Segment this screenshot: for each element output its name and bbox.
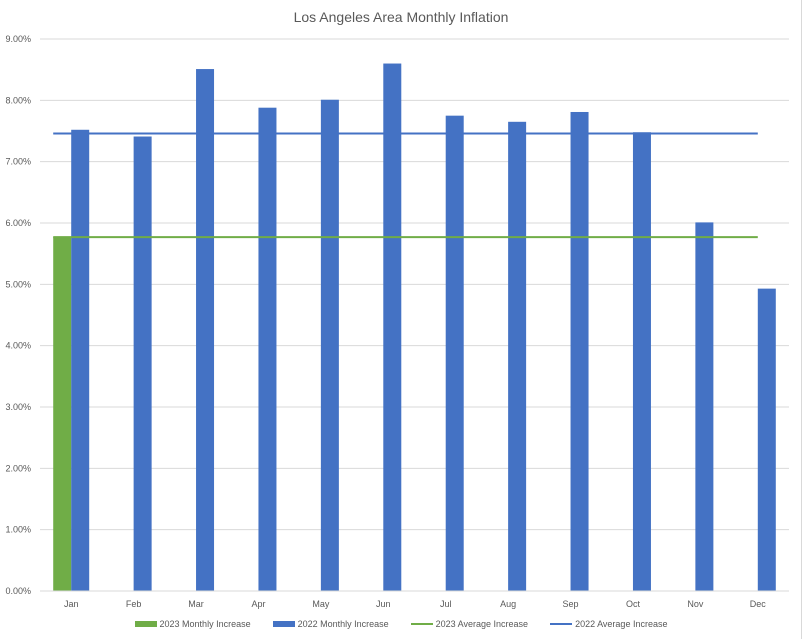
bar xyxy=(508,121,527,592)
x-tick-label: May xyxy=(312,599,330,609)
legend-item-2022-monthly: 2022 Monthly Increase xyxy=(272,619,389,629)
bar xyxy=(196,69,215,591)
legend-item-2023-monthly: 2023 Monthly Increase xyxy=(134,619,251,629)
x-tick-label: Mar xyxy=(188,599,204,609)
chart-legend: 2023 Monthly Increase 2022 Monthly Incre… xyxy=(0,619,802,629)
bar xyxy=(570,111,589,591)
legend-swatch-2023-monthly xyxy=(134,621,157,627)
legend-swatch-2022-monthly xyxy=(272,621,295,627)
y-tick-label: 8.00% xyxy=(5,95,31,105)
y-tick-label: 9.00% xyxy=(5,34,31,44)
legend-label-2023-average: 2023 Average Increase xyxy=(435,619,529,629)
legend-swatch-2022-average xyxy=(550,623,573,625)
bar xyxy=(383,63,402,592)
legend-label-2022-average: 2022 Average Increase xyxy=(575,619,668,629)
x-tick-label: Sep xyxy=(563,599,579,609)
bar xyxy=(53,237,72,591)
bar xyxy=(695,222,714,592)
chart-title: Los Angeles Area Monthly Inflation xyxy=(293,9,509,25)
bar xyxy=(320,99,339,591)
y-tick-label: 4.00% xyxy=(5,341,31,351)
bar xyxy=(258,107,277,592)
y-tick-label: 0.00% xyxy=(5,586,31,596)
x-tick-label: Jan xyxy=(64,599,79,609)
y-tick-label: 7.00% xyxy=(5,157,31,167)
x-tick-label: Aug xyxy=(500,599,516,609)
y-tick-label: 1.00% xyxy=(5,525,31,535)
x-tick-label: Apr xyxy=(251,599,265,609)
x-tick-label: Oct xyxy=(626,599,641,609)
legend-label-2022-monthly: 2022 Monthly Increase xyxy=(297,619,389,629)
legend-item-2023-average: 2023 Average Increase xyxy=(410,619,529,629)
x-tick-label: Nov xyxy=(687,599,704,609)
bar xyxy=(632,132,651,591)
bar xyxy=(445,115,464,592)
bar xyxy=(71,129,90,592)
bar xyxy=(757,288,776,591)
x-tick-label: Feb xyxy=(126,599,142,609)
y-tick-label: 5.00% xyxy=(5,279,31,289)
legend-label-2023-monthly: 2023 Monthly Increase xyxy=(159,619,251,629)
y-tick-label: 2.00% xyxy=(5,463,31,473)
x-tick-label: Dec xyxy=(750,599,767,609)
y-tick-label: 6.00% xyxy=(5,218,31,228)
x-tick-label: Jun xyxy=(376,599,391,609)
x-tick-label: Jul xyxy=(440,599,452,609)
legend-item-2022-average: 2022 Average Increase xyxy=(550,619,667,629)
legend-swatch-2023-average xyxy=(410,623,433,625)
y-tick-label: 3.00% xyxy=(5,402,31,412)
bar xyxy=(133,136,152,591)
